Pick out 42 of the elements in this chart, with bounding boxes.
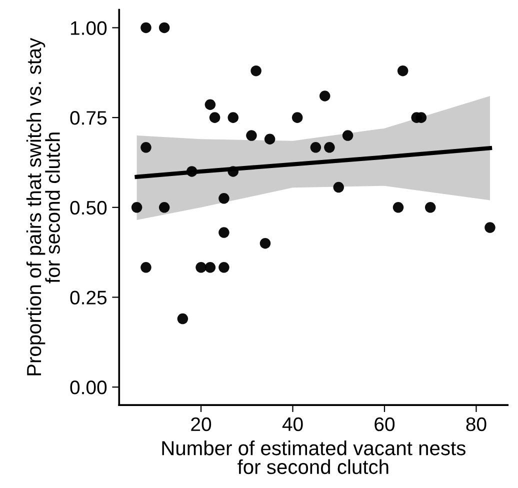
point bbox=[260, 238, 271, 249]
point bbox=[158, 202, 170, 213]
line-series bbox=[134, 146, 492, 179]
point bbox=[310, 142, 322, 153]
point bbox=[319, 90, 330, 102]
x-tick-label: 40 bbox=[282, 417, 303, 432]
point bbox=[484, 222, 496, 233]
x-tick-label: 80 bbox=[466, 417, 486, 432]
x-axis-title: Number of estimated vacant nests for second clutch bbox=[162, 440, 466, 474]
point bbox=[392, 202, 404, 213]
point bbox=[292, 112, 303, 123]
point bbox=[218, 262, 230, 273]
point bbox=[204, 99, 216, 110]
point bbox=[424, 202, 436, 213]
point bbox=[218, 193, 230, 204]
point bbox=[333, 182, 344, 193]
point bbox=[204, 262, 216, 273]
y-tick-label: 1.00 bbox=[70, 21, 107, 35]
point bbox=[196, 262, 206, 273]
point bbox=[246, 130, 257, 141]
point bbox=[140, 262, 152, 273]
point bbox=[324, 142, 335, 153]
point bbox=[177, 313, 188, 324]
point bbox=[342, 130, 354, 141]
point bbox=[250, 65, 262, 76]
y-tick-label: 0.25 bbox=[70, 290, 107, 304]
point bbox=[416, 112, 427, 123]
point bbox=[131, 202, 142, 213]
y-tick-label: 0.50 bbox=[70, 200, 107, 215]
x-tick-label: 60 bbox=[374, 417, 395, 432]
point bbox=[140, 142, 152, 153]
point bbox=[209, 112, 220, 123]
y-axis-title: Proportion of pairs that switch vs. stay for second clutch bbox=[26, 38, 60, 376]
point bbox=[140, 22, 152, 34]
point bbox=[264, 134, 276, 145]
y-tick-label: 0.00 bbox=[70, 380, 107, 394]
point bbox=[228, 112, 238, 123]
y-tick-label: 0.75 bbox=[70, 111, 107, 125]
point bbox=[218, 227, 230, 238]
point bbox=[397, 65, 408, 76]
x-tick-label: 20 bbox=[191, 417, 212, 432]
point bbox=[158, 22, 170, 34]
